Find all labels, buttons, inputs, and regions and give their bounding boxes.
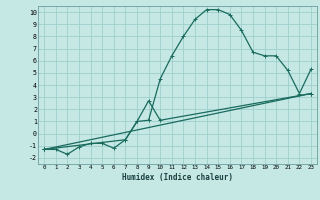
X-axis label: Humidex (Indice chaleur): Humidex (Indice chaleur)	[122, 173, 233, 182]
